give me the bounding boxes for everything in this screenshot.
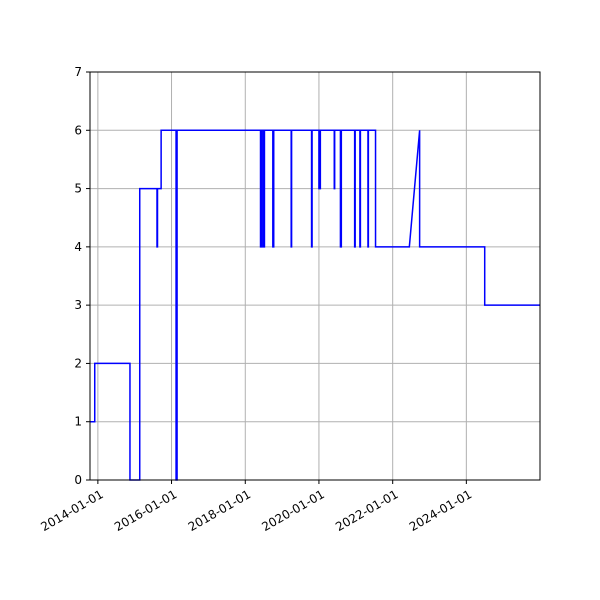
y-tick-label: 3 xyxy=(74,298,82,312)
plot-data xyxy=(90,129,540,481)
y-tick-label: 4 xyxy=(74,240,82,254)
y-tick-label: 1 xyxy=(74,415,82,429)
y-axis: 0 1 2 3 4 5 6 7 xyxy=(74,65,90,487)
y-tick-label: 2 xyxy=(74,356,82,370)
y-tick-label: 6 xyxy=(74,123,82,137)
series-line-0 xyxy=(90,129,540,481)
axes-frame xyxy=(89,71,541,481)
y-tick-label: 7 xyxy=(74,65,82,79)
y-tick-label: 0 xyxy=(74,473,82,487)
y-tick-label: 5 xyxy=(74,182,82,196)
